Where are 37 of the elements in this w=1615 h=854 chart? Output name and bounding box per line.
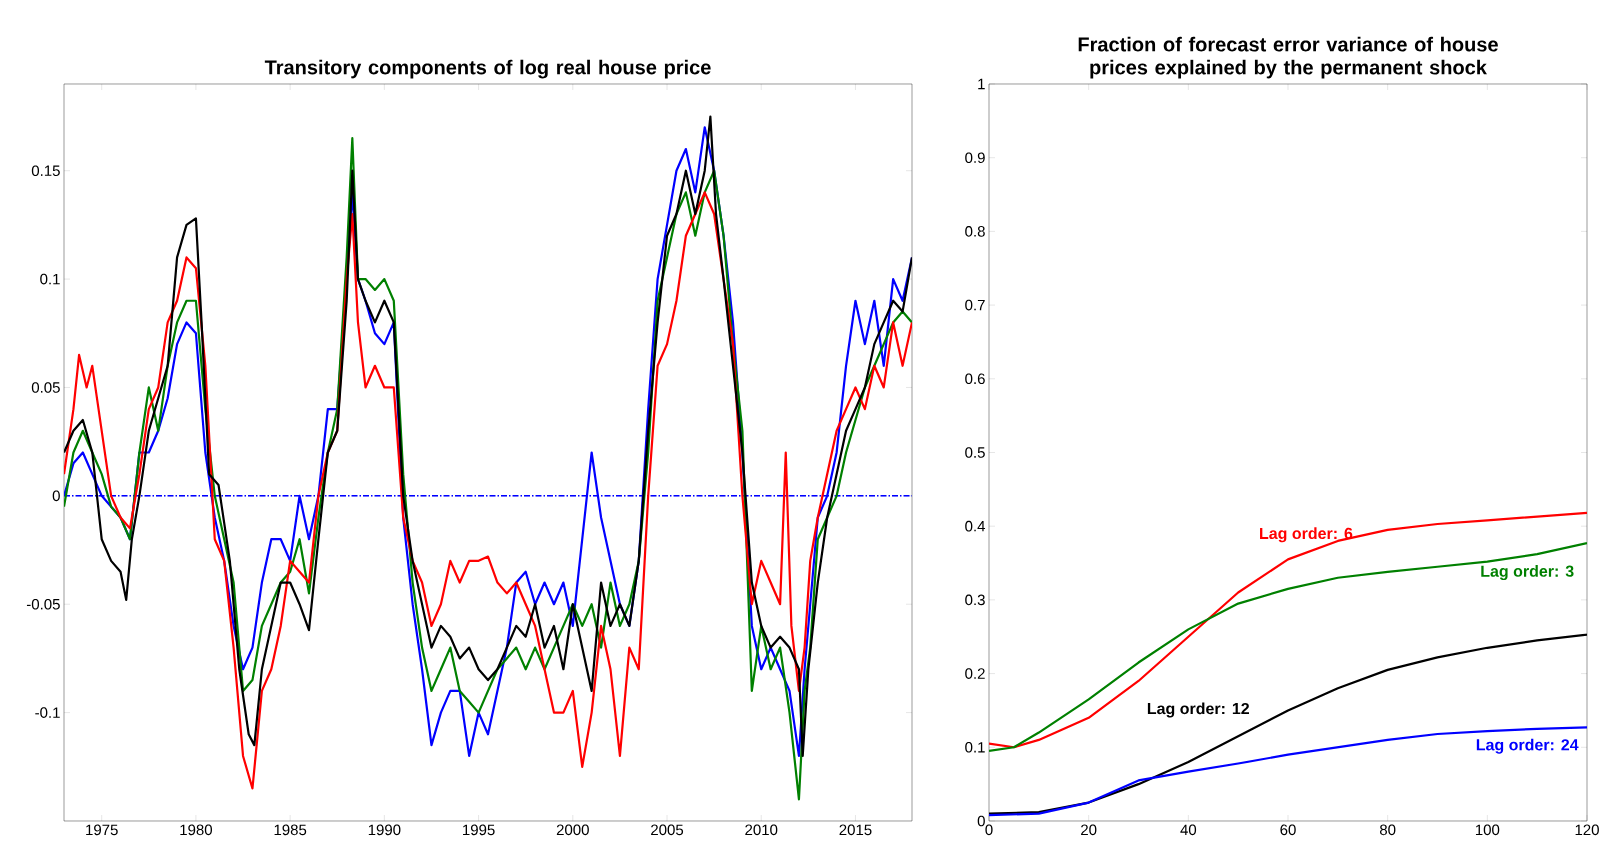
x-tick-label: 2000 (556, 824, 589, 836)
y-tick-label: 0.7 (965, 299, 985, 311)
x-tick-label: 100 (1475, 824, 1500, 836)
x-tick-label: 1990 (368, 824, 401, 836)
x-tick-label: 80 (1379, 824, 1396, 836)
y-tick-label: 0.8 (965, 226, 985, 237)
x-tick-label: 1985 (274, 824, 307, 836)
y-tick-label: 0 (52, 490, 60, 502)
chart-title: Transitory components of log real house price (264, 59, 711, 79)
series-label: Lag order: 24 (1476, 738, 1579, 754)
series-label: Lag order: 3 (1481, 565, 1574, 581)
x-tick-label: 60 (1280, 824, 1296, 836)
x-tick-label: 40 (1180, 824, 1197, 836)
y-tick-label: 0 (977, 815, 985, 827)
x-tick-label: 1980 (180, 824, 212, 836)
y-tick-label: -0.05 (26, 598, 60, 610)
x-tick-label: 2015 (839, 824, 872, 836)
y-tick-label: 0.05 (31, 382, 60, 393)
y-tick-label: 0.3 (965, 594, 985, 606)
y-tick-label: 1 (978, 78, 985, 90)
y-tick-label: 0.1 (40, 273, 60, 285)
y-tick-label: 0.1 (965, 741, 985, 753)
y-tick-label: 0.6 (965, 373, 985, 385)
chart-title: Fraction of forecast error variance of house prices explained by the permanent shock (1078, 36, 1498, 79)
y-tick-label: 0.5 (965, 447, 985, 458)
x-tick-label: 2005 (651, 824, 684, 836)
x-tick-label: 20 (1081, 824, 1097, 836)
x-tick-label: 2010 (745, 824, 778, 836)
y-tick-label: 0.15 (31, 165, 60, 176)
y-tick-label: 0.9 (965, 152, 985, 163)
x-tick-label: 120 (1575, 824, 1599, 836)
x-tick-label: 1975 (86, 824, 118, 836)
y-tick-label: -0.1 (35, 707, 60, 718)
x-tick-label: 1995 (463, 824, 495, 836)
y-tick-label: 0.2 (965, 668, 985, 679)
y-tick-label: 0.4 (965, 520, 986, 532)
series-label: Lag order: 12 (1147, 702, 1250, 718)
